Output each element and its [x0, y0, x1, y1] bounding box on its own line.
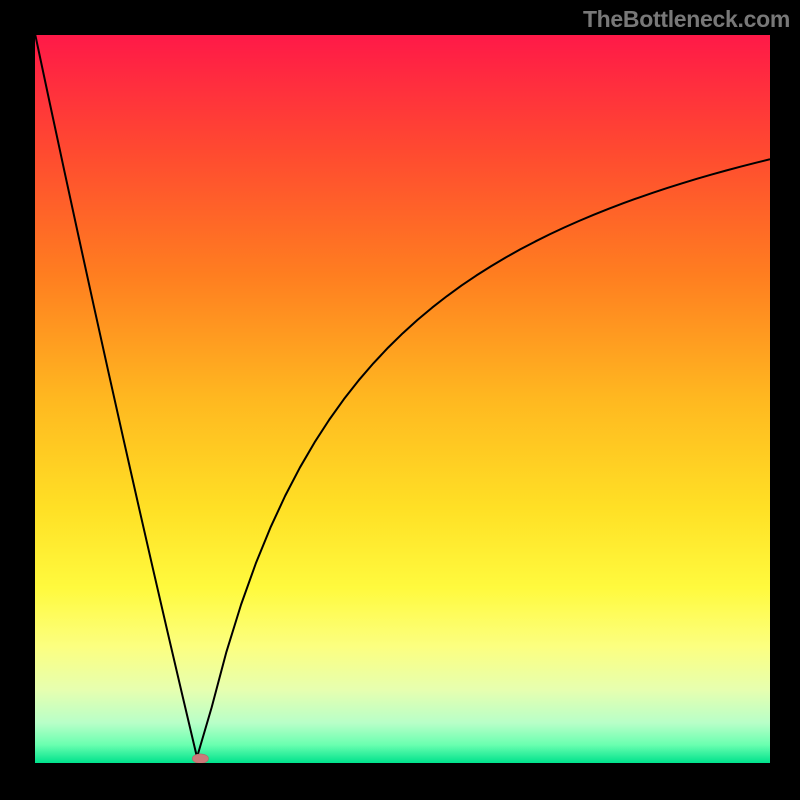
figure-container: TheBottleneck.com	[0, 0, 800, 800]
bottleneck-curve-plot	[0, 0, 800, 800]
plot-background-gradient	[35, 35, 770, 763]
optimum-marker	[192, 754, 208, 763]
watermark-text: TheBottleneck.com	[583, 6, 790, 33]
